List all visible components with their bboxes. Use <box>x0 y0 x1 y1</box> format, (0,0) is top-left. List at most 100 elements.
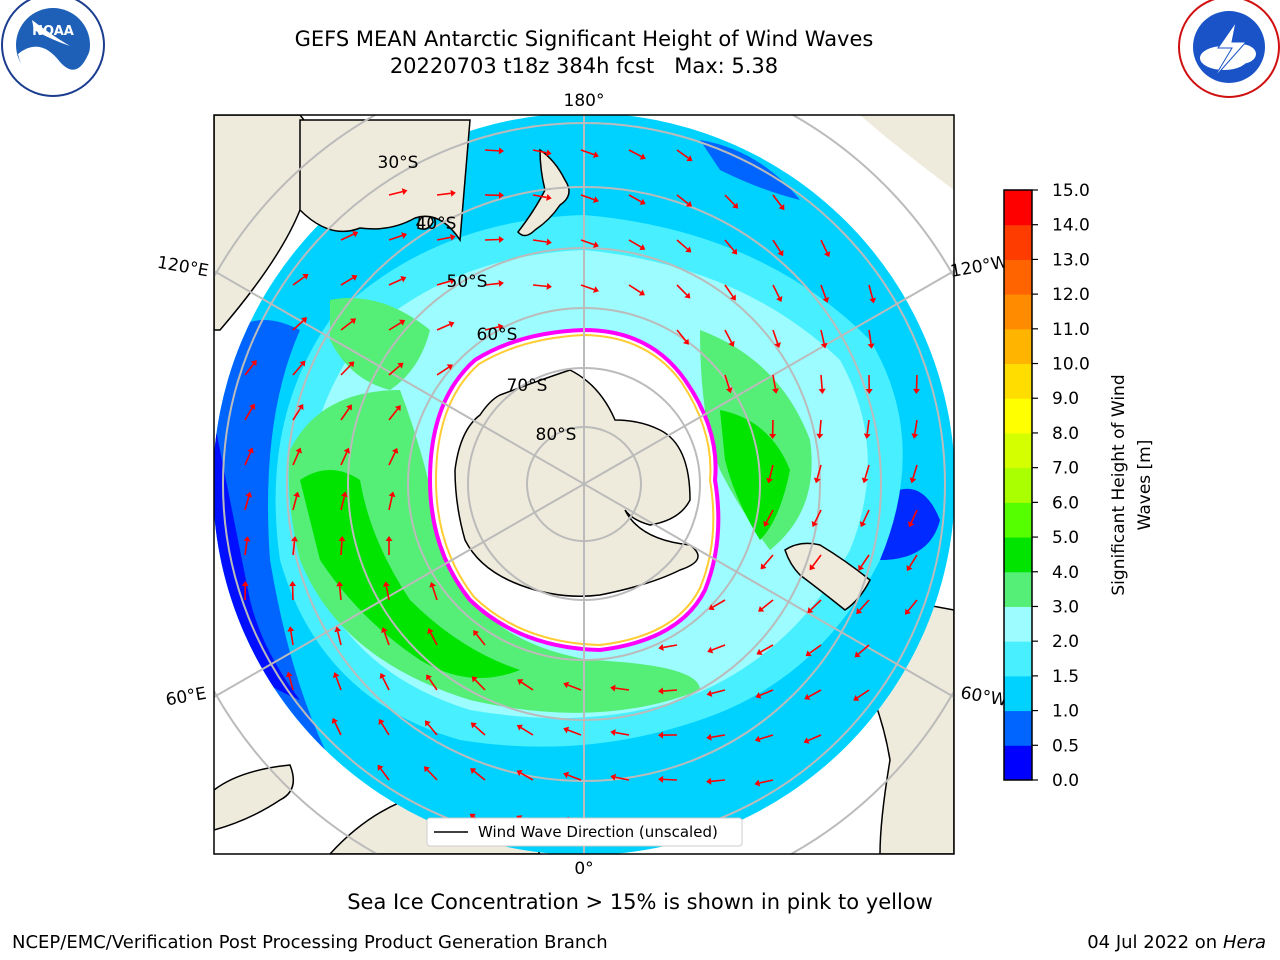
wave-arrow-head <box>340 491 348 498</box>
wave-arrow-head <box>658 687 664 695</box>
wave-arrow-head <box>728 340 735 347</box>
wave-arrow-shaft <box>759 734 774 740</box>
wave-arrow-head <box>470 768 477 775</box>
wave-arrow-head <box>610 729 616 737</box>
colorbar-tick-label: 15.0 <box>1052 181 1090 201</box>
wave-arrow-head <box>811 520 818 528</box>
wave-arrow-head <box>388 491 396 498</box>
wave-arrow-head <box>450 189 456 197</box>
wave-arrow-head <box>858 564 865 571</box>
footer-date-text: 04 Jul 2022 on <box>1087 932 1218 953</box>
wave-arrow-head <box>813 477 821 484</box>
wave-arrow-head <box>816 433 824 439</box>
wave-arrow-head <box>706 733 712 741</box>
wave-arrow-head <box>774 342 781 348</box>
wave-arrow-head <box>911 433 919 439</box>
wave-arrow-head <box>778 204 785 211</box>
wave-arrow-head <box>756 648 763 655</box>
wave-arrow-shaft <box>811 554 822 567</box>
wave-arrow-head <box>470 722 477 729</box>
wave-arrow-shaft <box>772 239 782 253</box>
wave-arrow-shaft <box>388 321 402 331</box>
wave-arrow-shaft <box>292 496 298 511</box>
wave-arrow-head <box>658 775 664 783</box>
wave-arrow-shaft <box>580 149 595 156</box>
wave-arrow-head <box>610 684 616 692</box>
wave-arrow-shaft <box>615 731 630 736</box>
wave-arrow-head <box>498 236 504 244</box>
wave-arrow-shaft <box>910 509 918 524</box>
wave-arrow-head <box>516 724 523 731</box>
wave-arrow-head <box>754 779 761 787</box>
colorbar-tick-label: 0.0 <box>1052 771 1079 791</box>
wave-arrow-shaft <box>388 452 396 466</box>
colorbar-tick-label: 6.0 <box>1052 493 1079 513</box>
wave-arrow-head <box>906 565 913 572</box>
wave-arrow-head <box>473 630 480 637</box>
wave-arrow-shaft <box>724 239 735 252</box>
wave-arrow-head <box>423 766 430 773</box>
wave-arrow-shaft <box>772 374 777 389</box>
wave-arrow-shaft <box>426 769 438 781</box>
wave-arrow-head <box>725 387 733 394</box>
wave-arrow-head <box>243 536 251 542</box>
wave-arrow-shaft <box>340 364 352 376</box>
wave-arrow-shaft <box>520 772 534 781</box>
noaa-logo-text: NOAA <box>32 24 74 39</box>
wave-arrow-shaft <box>724 329 733 343</box>
wave-arrow-head <box>685 246 692 253</box>
wave-arrow-head <box>706 777 712 785</box>
wave-arrow-head <box>546 149 552 157</box>
wave-arrow-head <box>766 477 773 484</box>
colorbar-band <box>1004 190 1032 226</box>
wave-arrow-shaft <box>388 234 403 241</box>
wave-arrow-shaft <box>628 194 642 203</box>
wave-arrow-shaft <box>759 689 774 697</box>
wave-arrow-head <box>446 364 453 371</box>
wave-arrow-head <box>859 521 867 528</box>
wave-arrow-shaft <box>567 774 582 781</box>
wave-arrow-head <box>379 672 386 680</box>
wave-arrow-shaft <box>436 280 451 286</box>
wave-arrow-head <box>822 296 830 303</box>
colorbar-tick-label: 9.0 <box>1052 389 1079 409</box>
wave-arrow-shaft <box>772 329 779 344</box>
wave-arrow-shaft <box>431 586 438 601</box>
wave-arrow-head <box>904 608 911 615</box>
wave-arrow-shaft <box>288 676 294 691</box>
wave-arrow-head <box>429 581 436 588</box>
wave-arrow-head <box>338 536 346 542</box>
wave-arrow-head <box>805 650 812 657</box>
wave-arrow-shaft <box>710 779 726 783</box>
sea-ice-caption: Sea Ice Concentration > 15% is shown in … <box>347 890 933 914</box>
wave-arrow-head <box>776 295 783 303</box>
colorbar-band <box>1004 432 1032 469</box>
chart-title: GEFS MEAN Antarctic Significant Height o… <box>294 27 874 51</box>
colorbar-tick-label: 8.0 <box>1052 424 1079 444</box>
lat-label-50s: 50°S <box>447 272 488 292</box>
wave-arrow-head <box>731 248 738 255</box>
colorbar-tick-label: 4.0 <box>1052 563 1079 583</box>
wave-arrow-head <box>707 646 714 654</box>
wave-arrow-head <box>346 404 352 411</box>
wave-arrow-head <box>332 672 340 679</box>
wave-arrow-shaft <box>711 689 726 695</box>
colorbar-tick-label: 2.0 <box>1052 632 1079 652</box>
colorbar-band <box>1004 675 1032 712</box>
wave-arrow-shaft <box>532 149 547 154</box>
wave-arrow-head <box>754 735 761 743</box>
wave-arrow-head <box>394 405 401 412</box>
wave-arrow-head <box>301 317 308 324</box>
colorbar-band <box>1004 537 1032 573</box>
wave-arrow-head <box>250 360 257 367</box>
wave-arrow-shaft <box>436 236 451 241</box>
wave-arrow-shaft <box>724 374 731 389</box>
colorbar-tick-label: 10.0 <box>1052 355 1090 375</box>
lat-label-60s: 60°S <box>477 325 518 345</box>
wave-arrow-head <box>913 388 921 394</box>
wave-arrow-head <box>760 563 767 570</box>
wave-arrow-shaft <box>427 723 438 736</box>
lat-label-70s: 70°S <box>507 376 548 396</box>
colorbar-tick-label: 7.0 <box>1052 459 1079 479</box>
wave-arrow-shaft <box>662 778 678 781</box>
